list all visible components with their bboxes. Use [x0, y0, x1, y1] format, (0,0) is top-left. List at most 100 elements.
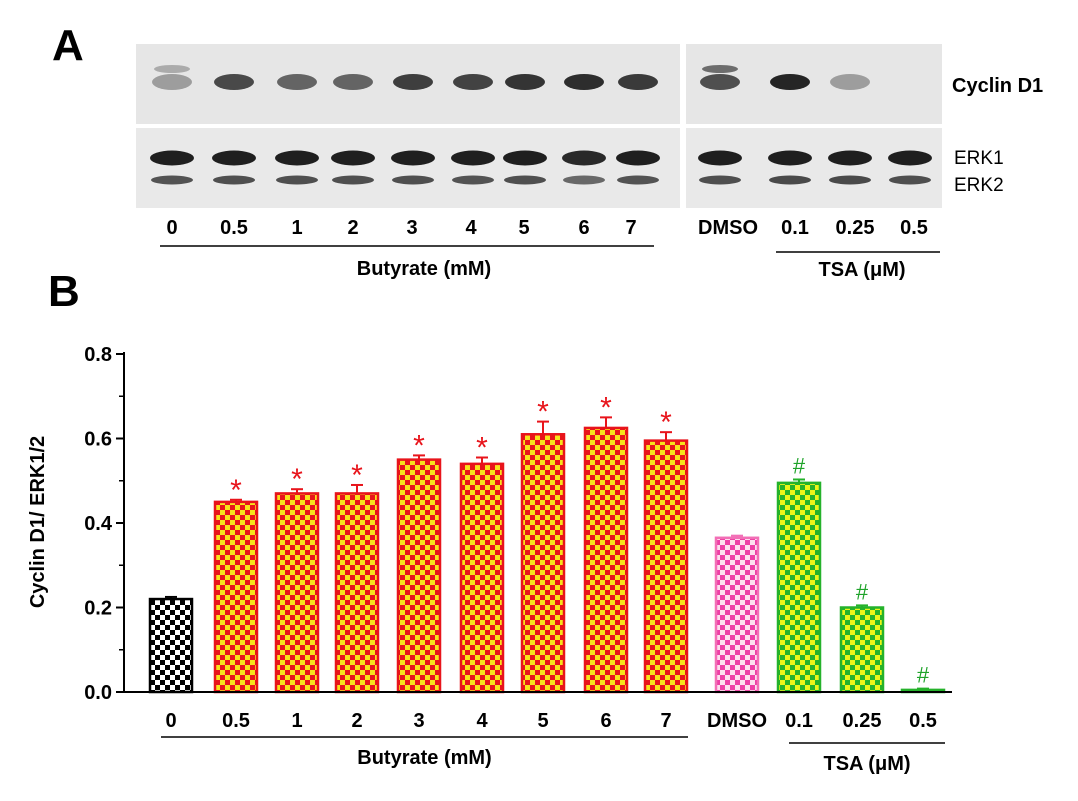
- blot-lane-label: 0: [166, 217, 177, 239]
- cyclin-band: [618, 74, 658, 90]
- blot-lane-label: DMSO: [698, 217, 758, 239]
- x-tick-label: DMSO: [707, 710, 767, 732]
- cyclin-band: [564, 74, 604, 90]
- band-label-cyclin-d1: Cyclin D1: [952, 75, 1043, 97]
- erk1-band: [503, 150, 547, 166]
- bar-chart: Cyclin D1/ ERK1/2 0.00.20.40.60.8 * * * * * *…: [27, 344, 952, 775]
- erk1-band: [698, 150, 742, 166]
- x-axis: 0 0.5 1 2 3 4 5 6 7 DMSO 0.1 0.25 0.5 Butyrate (mM) TS…: [124, 691, 952, 775]
- erk2-band: [276, 175, 318, 185]
- cyclin-upper-band: [154, 65, 190, 73]
- y-tick-label: 0.6: [84, 429, 112, 451]
- significance-marker: #: [793, 453, 806, 478]
- bar-0.25: [839, 606, 885, 694]
- blot-lane-label: 7: [625, 217, 636, 239]
- significance-marker: *: [230, 474, 242, 507]
- cyclin-band: [505, 74, 545, 90]
- significance-marker: *: [660, 406, 672, 439]
- cyclin-band: [700, 74, 740, 90]
- erk2-band: [769, 175, 811, 185]
- blot-lane-label: 0.5: [220, 217, 248, 239]
- erk1-band: [888, 150, 932, 166]
- significance-marker: *: [600, 391, 612, 424]
- bar-1: [274, 492, 320, 694]
- x-tick-label: 0.5: [909, 710, 937, 732]
- bars: * * * * * * * * # # #: [148, 391, 946, 694]
- x-tick-label: 0.25: [843, 710, 882, 732]
- blot-lane-label: 0.25: [836, 217, 875, 239]
- y-tick-label: 0.2: [84, 598, 112, 620]
- significance-marker: *: [351, 459, 363, 492]
- bar-5: [520, 433, 566, 694]
- x-tick-label: 4: [476, 710, 488, 732]
- bar-2: [334, 492, 380, 694]
- x-tick-label: 3: [413, 710, 424, 732]
- erk1-band: [331, 150, 375, 166]
- significance-marker: #: [917, 663, 930, 688]
- erk1-band: [562, 150, 606, 166]
- cyclin-upper-band: [702, 65, 738, 73]
- x-tick-label: 7: [660, 710, 671, 732]
- significance-marker: *: [291, 463, 303, 496]
- erk2-band: [151, 175, 193, 185]
- erk1-band: [451, 150, 495, 166]
- y-axis-label: Cyclin D1/ ERK1/2: [27, 436, 49, 608]
- blot-butyrate-label: Butyrate (mM): [357, 258, 491, 280]
- blot-lane-label: 1: [291, 217, 302, 239]
- blot-erk-left: [136, 128, 680, 208]
- x-tick-label: 0.1: [785, 710, 813, 732]
- erk2-band: [563, 175, 605, 185]
- blot-lane-labels: 0 0.5 1 2 3 4 5 6 7 DMSO 0.1 0.25 0.5: [166, 217, 927, 239]
- x-tick-label: 0: [165, 710, 176, 732]
- blot-tsa-label: TSA (μM): [818, 259, 905, 281]
- bar-0.5: [213, 500, 259, 694]
- panel-b-label: B: [48, 267, 80, 316]
- y-axis: 0.0 0.2 0.4 0.6 0.8: [84, 344, 125, 704]
- significance-marker: *: [476, 432, 488, 465]
- blot-lane-label: 2: [347, 217, 358, 239]
- bar-DMSO: [714, 536, 760, 694]
- cyclin-band: [214, 74, 254, 90]
- erk1-band: [391, 150, 435, 166]
- cyclin-band: [333, 74, 373, 90]
- erk2-band: [889, 175, 931, 185]
- cyclin-band: [152, 74, 192, 90]
- erk2-band: [392, 175, 434, 185]
- erk2-band: [617, 175, 659, 185]
- significance-marker: *: [537, 396, 549, 429]
- bar-4: [459, 462, 505, 694]
- erk2-band: [829, 175, 871, 185]
- cyclin-band: [393, 74, 433, 90]
- bar-0.1: [776, 481, 822, 694]
- cyclin-band: [453, 74, 493, 90]
- blot-lane-label: 6: [578, 217, 589, 239]
- blot-bands: [150, 65, 932, 185]
- erk2-band: [699, 175, 741, 185]
- erk2-band: [332, 175, 374, 185]
- erk1-band: [150, 150, 194, 166]
- significance-marker: #: [856, 579, 869, 604]
- blot-erk-right: [686, 128, 942, 208]
- x-tick-label: 2: [351, 710, 362, 732]
- erk1-band: [212, 150, 256, 166]
- erk1-band: [768, 150, 812, 166]
- group-label: TSA (μM): [823, 753, 910, 775]
- erk2-band: [213, 175, 255, 185]
- cyclin-band: [770, 74, 810, 90]
- cyclin-band: [277, 74, 317, 90]
- bar-3: [396, 458, 442, 694]
- blot-lane-label: 3: [406, 217, 417, 239]
- group-label: Butyrate (mM): [357, 747, 491, 769]
- blot-lane-label: 0.1: [781, 217, 809, 239]
- x-tick-label: 1: [291, 710, 302, 732]
- x-tick-label: 5: [537, 710, 548, 732]
- panel-a-label: A: [52, 21, 84, 70]
- band-label-erk1: ERK1: [954, 148, 1004, 169]
- bar-7: [643, 439, 689, 694]
- erk1-band: [828, 150, 872, 166]
- blot-lane-label: 0.5: [900, 217, 928, 239]
- blot-lane-label: 4: [465, 217, 477, 239]
- x-tick-label: 6: [600, 710, 611, 732]
